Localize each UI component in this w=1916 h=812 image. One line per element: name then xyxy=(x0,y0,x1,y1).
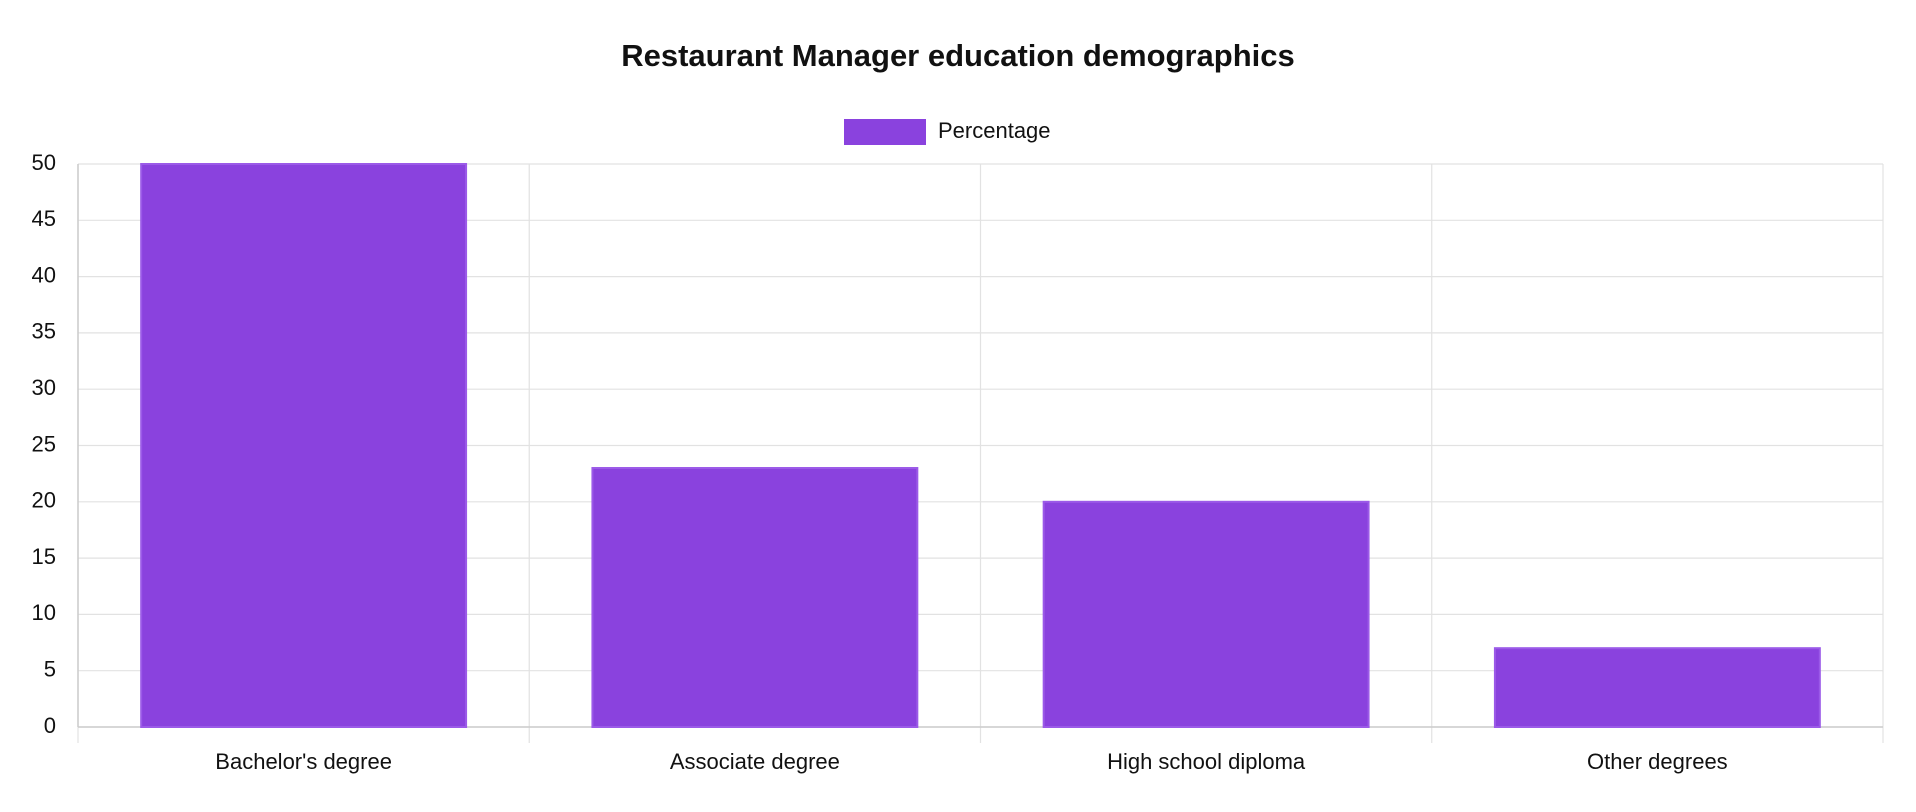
legend-label: Percentage xyxy=(938,118,1051,143)
y-tick-label: 5 xyxy=(44,657,56,682)
y-tick-label: 30 xyxy=(32,375,56,400)
chart-title: Restaurant Manager education demographic… xyxy=(621,38,1295,73)
y-tick-label: 0 xyxy=(44,713,56,738)
x-tick-label: Associate degree xyxy=(670,749,840,774)
y-tick-label: 15 xyxy=(32,544,56,569)
x-tick-label: Other degrees xyxy=(1587,749,1728,774)
y-tick-label: 35 xyxy=(32,319,56,344)
bar xyxy=(1042,500,1370,728)
bar xyxy=(591,467,919,728)
y-tick-label: 50 xyxy=(32,150,56,175)
legend-swatch xyxy=(844,119,926,145)
x-tick-label: High school diploma xyxy=(1107,749,1306,774)
x-tick-label: Bachelor's degree xyxy=(215,749,392,774)
y-tick-label: 10 xyxy=(32,600,56,625)
y-tick-label: 45 xyxy=(32,206,56,231)
bar xyxy=(140,163,468,728)
y-tick-label: 25 xyxy=(32,431,56,456)
y-tick-label: 20 xyxy=(32,488,56,513)
y-tick-label: 40 xyxy=(32,262,56,287)
bar xyxy=(1493,647,1821,728)
